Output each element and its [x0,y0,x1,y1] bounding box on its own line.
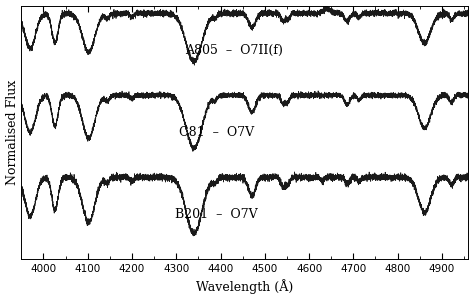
Text: A805  –  O7II(f): A805 – O7II(f) [185,44,283,57]
Text: B201  –  O7V: B201 – O7V [175,208,257,221]
Y-axis label: Normalised Flux: Normalised Flux [6,80,18,185]
X-axis label: Wavelength (Å): Wavelength (Å) [196,280,293,294]
Text: C81  –  O7V: C81 – O7V [179,126,254,139]
